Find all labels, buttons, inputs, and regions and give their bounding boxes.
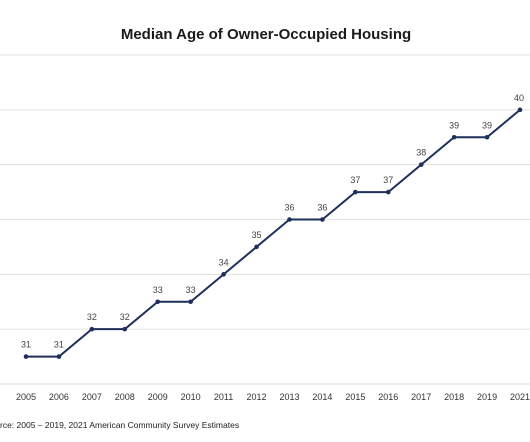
x-tick-label: 2007 bbox=[82, 392, 102, 402]
series-line bbox=[26, 109, 521, 358]
x-tick-label: 2021 bbox=[510, 392, 530, 402]
data-label: 31 bbox=[21, 340, 31, 350]
x-tick-label: 2015 bbox=[345, 392, 365, 402]
gridlines bbox=[0, 54, 530, 385]
data-label: 32 bbox=[120, 312, 130, 322]
x-tick-label: 2018 bbox=[444, 392, 464, 402]
data-label: 36 bbox=[284, 203, 294, 213]
data-point bbox=[221, 272, 226, 277]
data-point bbox=[287, 217, 292, 222]
data-label: 39 bbox=[449, 120, 459, 130]
data-label: 39 bbox=[482, 120, 492, 130]
data-label: 31 bbox=[54, 340, 64, 350]
data-point bbox=[188, 299, 193, 305]
data-point bbox=[418, 162, 424, 167]
x-tick-label: 2009 bbox=[148, 392, 168, 402]
x-tick-label: 2005 bbox=[16, 392, 36, 402]
data-point bbox=[23, 354, 29, 359]
x-tick-label: 2008 bbox=[115, 392, 135, 402]
x-tick-label: 2013 bbox=[279, 392, 299, 402]
data-label: 32 bbox=[87, 312, 97, 322]
data-label: 34 bbox=[219, 257, 229, 267]
data-labels: 31 31 32 32 33 33 34 35 36 36 37 37 38 39 39 40 bbox=[21, 93, 524, 350]
x-tick-label: 2011 bbox=[214, 392, 233, 402]
data-point bbox=[353, 189, 358, 195]
data-label: 38 bbox=[416, 148, 426, 158]
source-note: rce: 2005 – 2019, 2021 American Communit… bbox=[0, 420, 239, 430]
data-label: 37 bbox=[383, 175, 393, 185]
data-label: 33 bbox=[186, 285, 196, 295]
x-axis: 2005 2006 2007 2008 2009 2010 2011 2012 2013 2014… bbox=[16, 392, 530, 402]
x-tick-label: 2017 bbox=[411, 392, 431, 402]
x-tick-label: 2012 bbox=[247, 392, 267, 402]
data-label: 36 bbox=[317, 203, 327, 213]
x-tick-label: 2016 bbox=[378, 392, 398, 402]
data-label: 40 bbox=[514, 93, 524, 103]
data-point bbox=[254, 244, 259, 250]
data-point bbox=[517, 107, 523, 113]
data-point bbox=[451, 134, 457, 140]
data-label: 35 bbox=[252, 230, 262, 240]
data-point bbox=[385, 189, 391, 195]
data-point bbox=[155, 299, 161, 305]
x-tick-label: 2006 bbox=[49, 392, 69, 402]
data-point bbox=[320, 217, 325, 222]
x-tick-label: 2014 bbox=[312, 392, 332, 402]
data-point bbox=[484, 134, 490, 140]
series-layer bbox=[23, 107, 523, 359]
data-label: 37 bbox=[350, 175, 360, 185]
x-tick-label: 2010 bbox=[181, 392, 201, 402]
x-tick-label: 2019 bbox=[477, 392, 497, 402]
data-point bbox=[122, 326, 128, 332]
data-point bbox=[56, 354, 62, 359]
chart-title: Median Age of Owner-Occupied Housing bbox=[121, 26, 411, 43]
data-point bbox=[89, 326, 95, 332]
data-label: 33 bbox=[153, 285, 163, 295]
